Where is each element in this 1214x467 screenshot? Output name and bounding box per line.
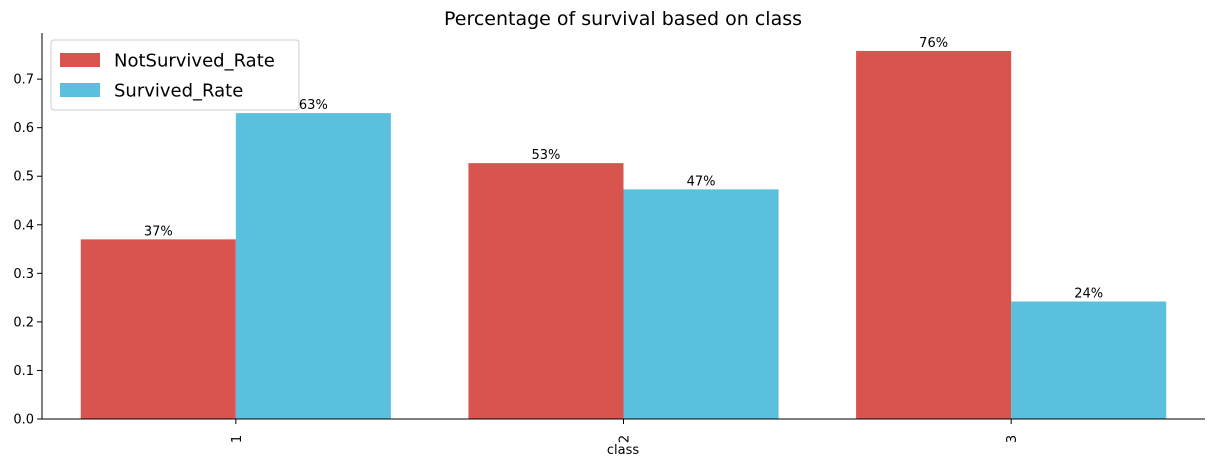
- bar-notsurvived-rate-class-1: [80, 239, 236, 419]
- legend-swatch-notsurvived-rate: [60, 53, 100, 67]
- x-tick-label-1: 1: [230, 435, 245, 443]
- legend-label-survived-rate: Survived_Rate: [114, 81, 243, 102]
- y-axis: 0.0 0.1 0.2 0.3 0.4 0.5 0.6 0.7: [13, 33, 43, 428]
- legend-swatch-survived-rate: [60, 83, 100, 97]
- bar-notsurvived-rate-class-3: [856, 50, 1012, 419]
- x-axis-label: class: [607, 443, 639, 458]
- y-tick-label-0: 0.0: [13, 413, 34, 428]
- bars-layer: [80, 50, 1167, 419]
- bar-label-survived-rate-class-1: 63%: [299, 98, 328, 113]
- x-tick-label-3: 3: [1005, 435, 1020, 443]
- y-tick-label-3: 0.3: [13, 267, 34, 282]
- bar-survived-rate-class-1: [235, 113, 391, 419]
- bar-labels-layer: 37% 63% 53% 47% 76% 24%: [144, 36, 1103, 302]
- bar-label-notsurvived-rate-class-2: 53%: [532, 148, 561, 163]
- y-tick-label-7: 0.7: [13, 73, 34, 88]
- y-tick-label-2: 0.2: [13, 315, 34, 330]
- bar-label-survived-rate-class-3: 24%: [1074, 287, 1103, 302]
- y-tick-label-6: 0.6: [13, 121, 34, 136]
- legend-label-notsurvived-rate: NotSurvived_Rate: [114, 51, 275, 72]
- legend: NotSurvived_Rate Survived_Rate: [50, 39, 300, 111]
- y-tick-label-1: 0.1: [13, 364, 34, 379]
- bar-label-notsurvived-rate-class-1: 37%: [144, 224, 173, 239]
- bar-survived-rate-class-3: [1011, 301, 1167, 419]
- bar-label-notsurvived-rate-class-3: 76%: [919, 36, 948, 51]
- chart-title: Percentage of survival based on class: [444, 8, 802, 30]
- x-axis: 1 2 3: [42, 418, 1205, 443]
- bar-survived-rate-class-2: [623, 189, 779, 419]
- bar-notsurvived-rate-class-2: [468, 163, 624, 419]
- legend-box: [50, 39, 300, 111]
- bar-label-survived-rate-class-2: 47%: [687, 174, 716, 189]
- y-tick-label-4: 0.4: [13, 218, 34, 233]
- x-tick-label-2: 2: [618, 435, 633, 443]
- y-tick-label-5: 0.5: [13, 170, 34, 185]
